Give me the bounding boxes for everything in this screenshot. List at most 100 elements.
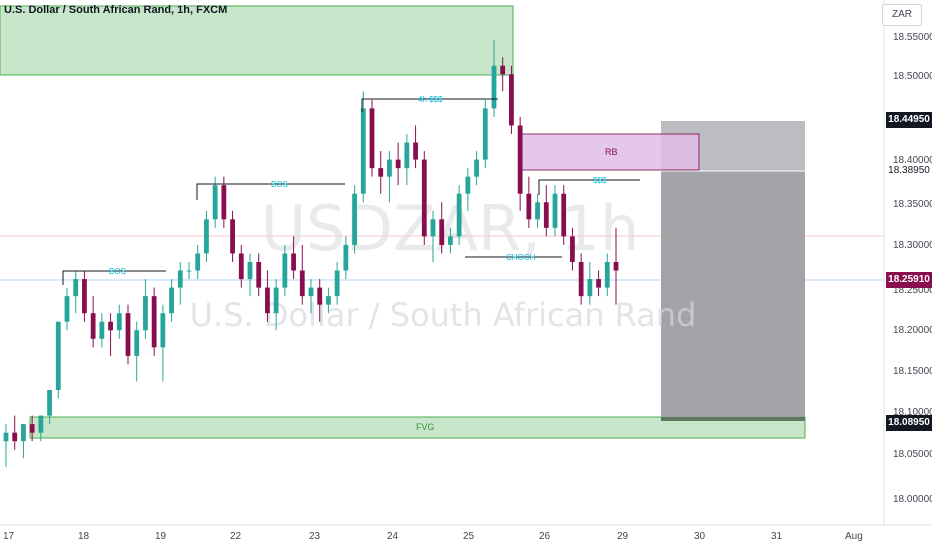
candle-body: [64, 296, 70, 322]
candle-body: [29, 424, 35, 433]
candle-body: [195, 253, 201, 271]
bos2-label: BOS: [271, 180, 288, 189]
time-label: 31: [771, 531, 783, 542]
candle-body: [465, 176, 471, 194]
sss1-line: [361, 98, 498, 112]
price-label: 18.15000: [893, 366, 932, 377]
candle-body: [439, 219, 445, 245]
time-label: 29: [617, 531, 629, 542]
choch-label: CHOCH: [506, 253, 536, 262]
target-price-tag: 18.44950: [886, 112, 932, 128]
candle-body: [230, 219, 235, 254]
candle-body: [82, 279, 87, 314]
candle-body: [378, 168, 384, 177]
candle-body: [613, 262, 619, 271]
candle-body: [125, 313, 131, 356]
sss2-line: [538, 179, 640, 195]
candle-body: [265, 287, 270, 314]
candle-body: [535, 202, 540, 220]
price-label: 18.00000: [893, 494, 932, 505]
sss2-label: $$$: [593, 176, 607, 185]
candle-body: [352, 193, 357, 245]
candle-body: [256, 262, 262, 288]
candle-body: [247, 262, 253, 280]
candle-body: [395, 159, 401, 169]
entry-price-tag: 18.38950: [886, 163, 932, 179]
price-label: 18.25000: [893, 285, 932, 296]
candle-body: [517, 125, 523, 194]
candle-body: [238, 253, 244, 280]
candle-body: [421, 159, 427, 237]
price-label: 18.10000: [893, 407, 932, 418]
supply-zone: [0, 5, 514, 76]
bos2-line: [196, 183, 345, 200]
candle-body: [491, 65, 497, 109]
candle-body: [543, 202, 549, 228]
candle-body: [561, 193, 567, 237]
current-price-tag: 18.25910: [886, 272, 932, 288]
candle-body: [55, 321, 61, 390]
candle-body: [12, 432, 18, 442]
candle-body: [160, 313, 166, 348]
candle-body: [212, 185, 218, 220]
price-label: 18.40000: [893, 155, 932, 166]
chart-title: U.S. Dollar / South African Rand, 1h, FX…: [4, 4, 228, 16]
price-label: 18.35000: [893, 199, 932, 210]
price-label: 18.55000: [893, 32, 932, 43]
candle-body: [387, 159, 392, 177]
candle-body: [334, 270, 340, 297]
candle-body: [99, 321, 105, 339]
candle-body: [343, 244, 349, 271]
candle-body: [413, 142, 418, 160]
stop-line: [661, 417, 805, 421]
candle-body: [456, 193, 462, 237]
candle-body: [570, 236, 575, 262]
candle-body: [38, 415, 44, 433]
candle-body: [282, 253, 288, 288]
candle-body: [552, 193, 558, 228]
currency-selector[interactable]: ZAR: [882, 4, 922, 26]
candle-body: [186, 270, 192, 272]
time-label: 17: [3, 531, 15, 542]
time-label: 30: [694, 531, 706, 542]
candle-body: [482, 108, 488, 160]
candle-body: [448, 236, 453, 245]
bos1-line: [62, 270, 166, 285]
candle-body: [143, 296, 148, 331]
candle-body: [291, 253, 296, 271]
candle-body: [169, 287, 174, 314]
candle-body: [578, 262, 584, 297]
candle-body: [587, 279, 593, 297]
candle-body: [526, 193, 532, 220]
price-label: 18.05000: [893, 449, 932, 460]
candle-body: [108, 321, 113, 331]
candle-body: [500, 65, 506, 75]
stop-price-tag: 18.08950: [886, 415, 932, 431]
candle-body: [474, 159, 479, 177]
candle-body: [21, 424, 26, 442]
time-label: 24: [387, 531, 399, 542]
candles-group: [3, 40, 619, 467]
candle-body: [326, 296, 331, 305]
rb-label: RB: [605, 147, 618, 157]
candle-body: [360, 108, 366, 194]
candle-body: [430, 219, 436, 237]
candle-body: [299, 270, 305, 297]
stop-zone: [661, 171, 805, 421]
time-label: 26: [539, 531, 551, 542]
candle-body: [317, 287, 323, 305]
candle-body: [273, 287, 279, 314]
price-label: 18.30000: [893, 240, 932, 251]
candle-body: [404, 142, 410, 169]
time-label: 22: [230, 531, 242, 542]
candle-body: [177, 270, 183, 288]
time-label: 23: [309, 531, 321, 542]
candle-body: [221, 185, 227, 220]
candle-body: [204, 219, 209, 254]
candle-body: [47, 390, 52, 416]
sss1-label: 4h $$$: [418, 95, 443, 104]
time-label: 25: [463, 531, 475, 542]
candle-body: [73, 279, 79, 297]
time-label: 18: [78, 531, 90, 542]
